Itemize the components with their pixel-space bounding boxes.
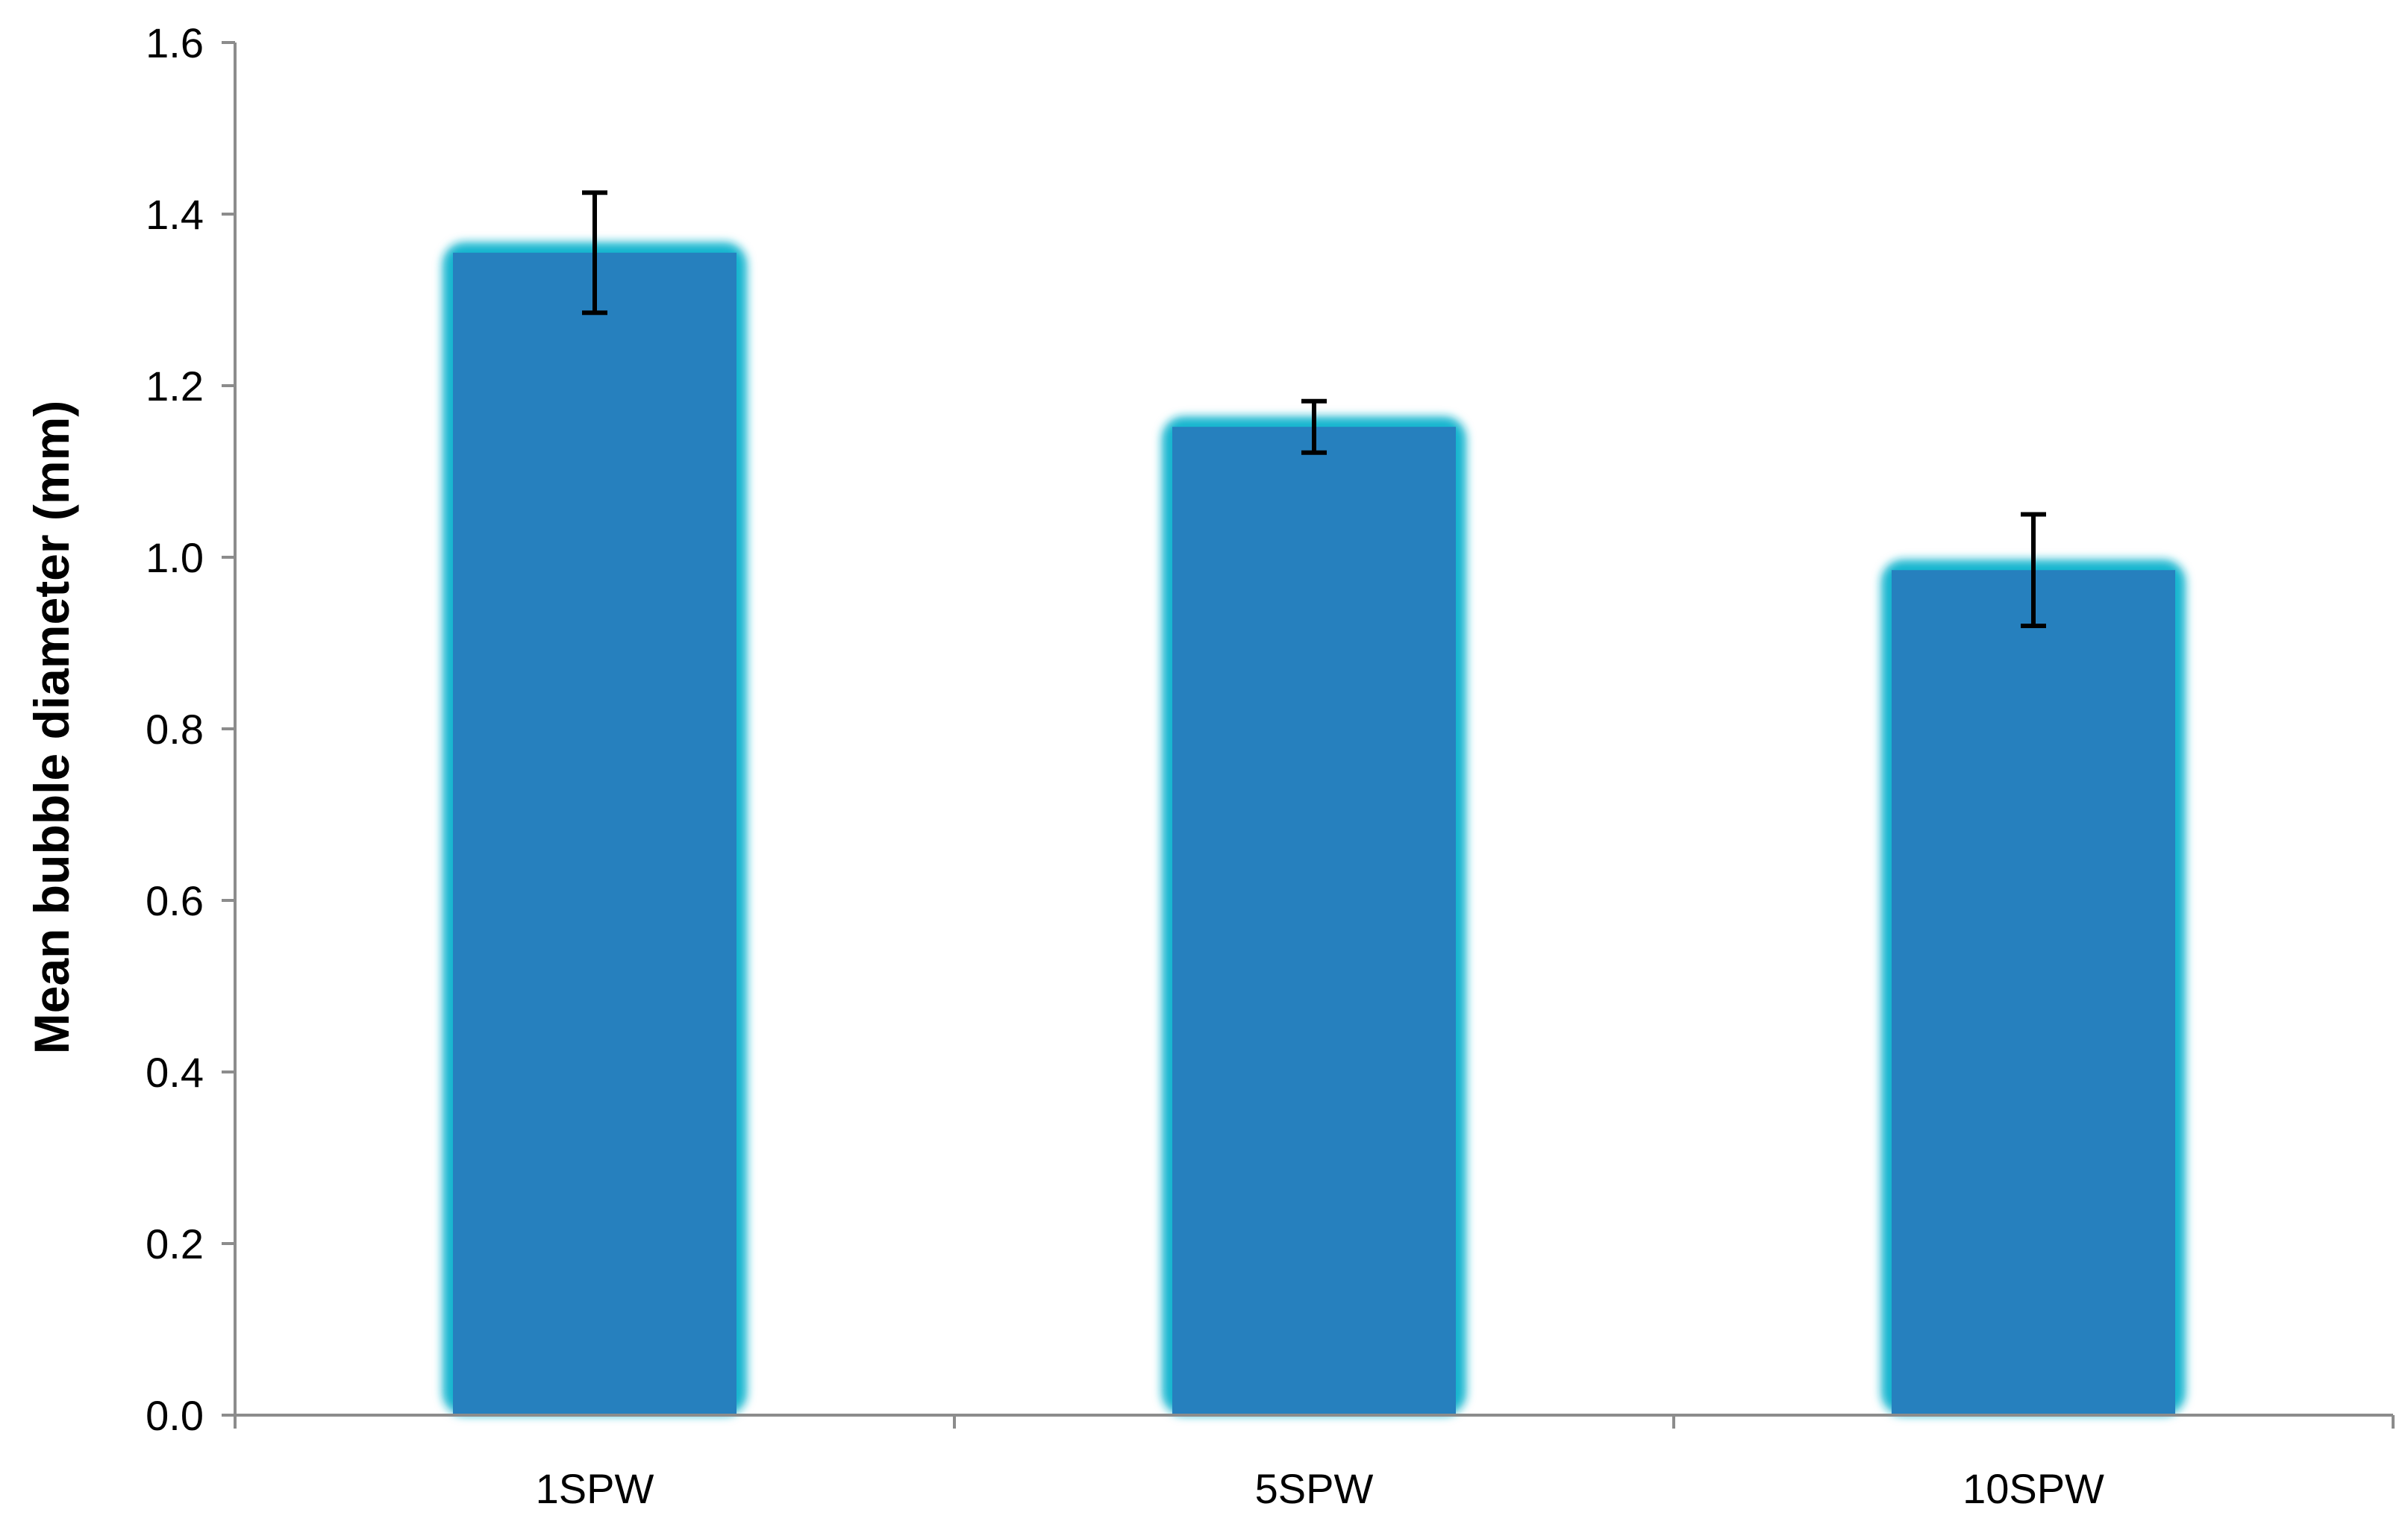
x-category-label: 1SPW [536, 1465, 654, 1512]
bar [1892, 570, 2175, 1415]
y-axis-title: Mean bubble diameter (mm) [24, 401, 79, 1054]
bar [1172, 427, 1456, 1416]
error-bars-layer [582, 190, 2046, 628]
y-tick-label: 1.4 [146, 191, 204, 238]
y-tick-label: 1.2 [146, 363, 204, 410]
bar [453, 252, 737, 1415]
y-tick-label: 0.6 [146, 877, 204, 924]
y-tick-label: 0.0 [146, 1392, 204, 1439]
x-category-label: 10SPW [1963, 1465, 2104, 1512]
axes-layer [222, 41, 2395, 1429]
y-tick-label: 0.2 [146, 1220, 204, 1267]
y-tick-label: 1.0 [146, 534, 204, 581]
y-tick-label: 0.4 [146, 1049, 204, 1096]
x-category-label: 5SPW [1255, 1465, 1374, 1512]
labels-layer: 0.0 0.2 0.4 0.6 0.8 1.0 1.2 1.4 1.6 1SPW 5SPW 10SPW [146, 19, 2104, 1512]
y-tick-label: 0.8 [146, 706, 204, 753]
y-tick-label: 1.6 [146, 19, 204, 66]
bars-layer [442, 242, 2186, 1416]
